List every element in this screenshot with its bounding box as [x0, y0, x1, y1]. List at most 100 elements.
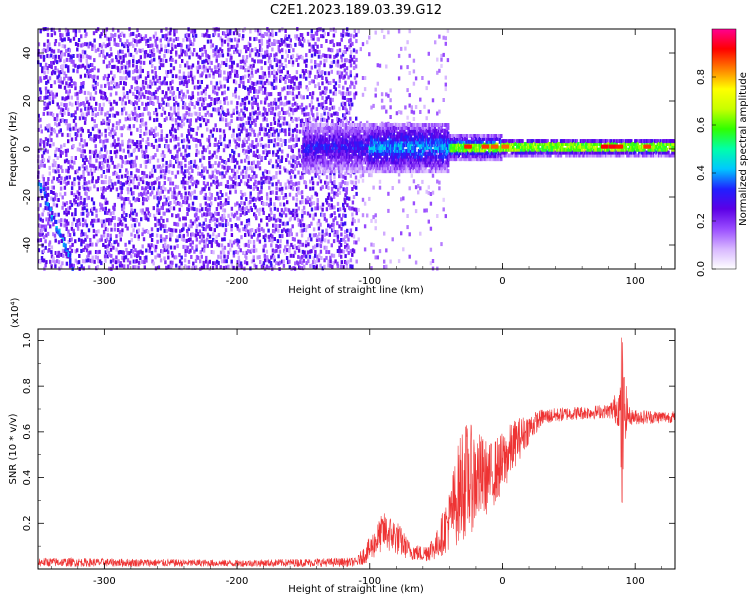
spectrogram-cell — [81, 217, 85, 222]
spectrogram-cell — [295, 123, 299, 128]
spectrogram-cell — [256, 142, 260, 147]
spectrogram-cell — [351, 102, 354, 107]
spectrogram-cell — [69, 127, 72, 132]
spectrogram-cell — [271, 47, 274, 52]
spectrogram-cell — [304, 198, 308, 203]
spectrogram-cell — [125, 69, 128, 74]
spectrogram-cell — [121, 107, 124, 112]
spectrogram-cell — [171, 213, 174, 218]
spectrogram-cell — [314, 154, 317, 159]
spectrogram-cell — [137, 33, 141, 37]
spectrogram-cell — [212, 250, 215, 255]
spectrogram-cell — [39, 142, 42, 147]
spectrogram-cell — [347, 250, 350, 255]
spectrogram-cell — [254, 69, 258, 74]
spectrogram-cell — [187, 131, 191, 136]
spectrogram-cell — [140, 217, 143, 222]
spectrogram-cell — [148, 43, 152, 48]
spectrogram-cell — [252, 255, 255, 260]
spectrogram-cell — [91, 108, 95, 113]
spectrogram-cell — [353, 60, 356, 65]
spectrogram-cell — [235, 105, 239, 110]
spectrogram-cell — [324, 71, 327, 76]
spectrogram-cell — [316, 154, 320, 159]
spectrogram-cell — [302, 169, 305, 174]
spectrogram-cell — [137, 265, 140, 270]
spectrogram-cell — [244, 224, 247, 229]
spectrogram-cell — [164, 36, 167, 41]
spectrogram-cell — [249, 29, 252, 34]
spectrogram-cell — [339, 119, 343, 123]
spectrogram-cell — [142, 85, 146, 90]
spectrogram-cell — [137, 147, 141, 152]
spectrogram-cell — [282, 195, 285, 200]
spectrogram-cell — [352, 195, 356, 199]
spectrogram-cell — [342, 113, 345, 118]
spectrogram-cell — [189, 219, 193, 224]
spectrogram-cell — [111, 182, 114, 187]
spectrogram-cell — [56, 113, 59, 118]
spectrogram-cell — [89, 158, 92, 163]
spectrogram-cell — [119, 155, 122, 160]
spectrogram-cell — [167, 148, 170, 153]
spectrogram-cell — [258, 127, 262, 132]
spectrogram-cell — [249, 191, 252, 196]
spectrogram-cell — [45, 233, 48, 238]
spectrogram-cell — [249, 195, 252, 200]
spectrogram-cell — [324, 163, 328, 168]
spectrogram-cell — [279, 59, 282, 64]
spectrogram-cell — [198, 234, 202, 239]
spectrogram-cell — [158, 80, 161, 85]
spectrogram-cell — [115, 149, 119, 154]
spectrogram-cell — [314, 173, 317, 178]
spectrogram-cell — [121, 255, 124, 260]
spectrogram-cell — [206, 169, 209, 174]
spectrogram-cell — [319, 154, 322, 159]
spectrogram-cell — [340, 260, 343, 265]
spectrogram-cell — [214, 123, 217, 128]
spectrogram-cell — [180, 48, 183, 53]
spectrogram-cell — [167, 31, 170, 36]
spectrogram-cell — [264, 169, 267, 174]
spectrogram-cell — [316, 137, 320, 142]
spectrogram-cell — [204, 217, 207, 222]
spectrogram-cell — [281, 48, 284, 53]
spectrogram-cell — [149, 171, 152, 176]
spectrogram-cell — [287, 232, 291, 237]
spectrogram-cell — [239, 102, 243, 107]
spectrogram-cell — [299, 129, 302, 134]
spectrogram-cell — [162, 63, 165, 68]
spectrogram-cell — [50, 215, 54, 220]
spectrogram-cell — [310, 201, 313, 206]
spectrogram-cell — [321, 234, 324, 239]
spectrogram-cell — [273, 175, 276, 180]
spectrogram-cell — [306, 131, 309, 136]
spectrogram-cell — [184, 148, 187, 153]
spectrogram-cell — [208, 191, 212, 196]
spectrogram-cell — [59, 192, 62, 197]
spectrogram-cell — [295, 134, 298, 139]
spectrogram-cell — [414, 260, 418, 265]
spectrogram-cell — [203, 147, 206, 152]
spectrogram-cell — [267, 102, 270, 107]
spectrogram-cell — [323, 123, 326, 127]
spectrogram-cell — [89, 96, 92, 101]
spectrogram-cell — [219, 196, 222, 200]
spectrogram-cell — [331, 39, 334, 44]
spectrogram-cell — [275, 196, 278, 201]
spectrogram-cell — [322, 166, 325, 171]
spectrogram-cell — [260, 38, 263, 43]
spectrogram-cell — [42, 47, 46, 52]
spectrogram-cell — [352, 48, 356, 53]
spectrogram-cell — [236, 160, 239, 165]
spectrogram-cell — [312, 154, 316, 159]
spectrogram-cell — [48, 134, 52, 139]
spectrogram-cell — [165, 73, 169, 78]
spectrogram-cell — [232, 108, 235, 113]
spectrogram-cell — [217, 182, 220, 187]
spectrogram-cell — [290, 185, 293, 190]
spectrogram-cell — [126, 160, 129, 165]
spectrogram-cell — [139, 163, 142, 168]
spectrogram-cell — [98, 103, 102, 108]
spectrogram-cell — [135, 60, 139, 65]
